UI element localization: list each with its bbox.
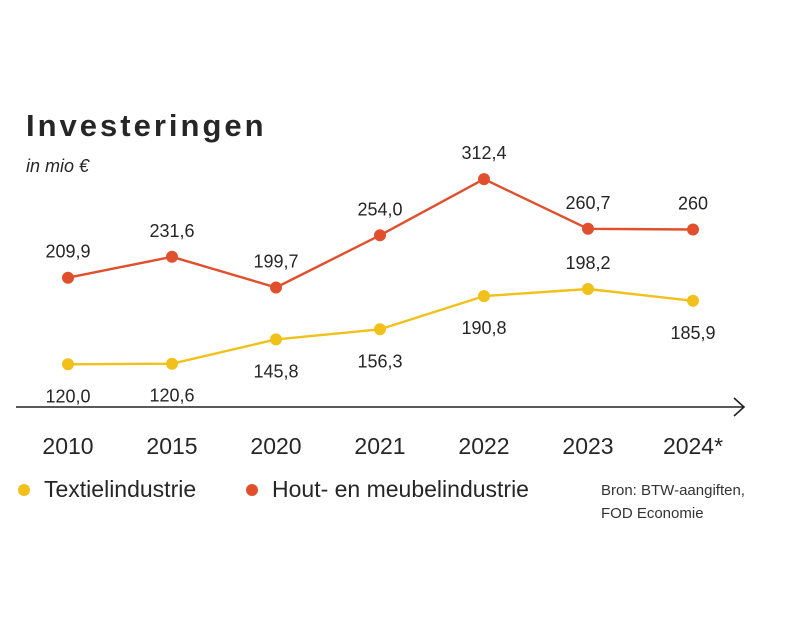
data-point-textiel-6 [687, 294, 699, 307]
data-label-textiel-5: 198,2 [565, 253, 610, 273]
legend-item-hout: Hout- en meubelindustrie [246, 476, 529, 503]
data-point-textiel-5 [582, 283, 594, 295]
x-tick-label-0: 2010 [42, 433, 93, 459]
data-label-hout-6: 260 [678, 194, 708, 214]
data-label-textiel-4: 190,8 [461, 318, 506, 338]
source-line-2: FOD Economie [601, 505, 704, 522]
data-label-hout-0: 209,9 [45, 242, 90, 262]
data-point-textiel-0 [62, 358, 74, 371]
chart-title: Investeringen [26, 108, 267, 143]
data-label-hout-1: 231,6 [149, 221, 194, 241]
data-point-hout-6 [687, 223, 699, 236]
data-point-hout-5 [582, 222, 594, 235]
legend-label-textiel: Textielindustrie [44, 476, 197, 502]
data-point-hout-2 [270, 281, 282, 294]
x-tick-label-2: 2020 [250, 433, 301, 459]
data-label-hout-2: 199,7 [253, 252, 298, 272]
legend-item-textiel: Textielindustrie [18, 476, 196, 503]
chart-unit-label: in mio € [26, 156, 90, 176]
legend-swatch-hout [246, 483, 258, 496]
data-point-hout-4 [478, 173, 490, 186]
data-point-textiel-3 [374, 323, 386, 336]
x-axis-arrowhead [733, 397, 746, 417]
source-line-1: Bron: BTW-aangiften, [601, 482, 745, 499]
x-tick-label-6: 2024* [663, 433, 723, 459]
data-label-hout-3: 254,0 [357, 199, 402, 219]
source-note: Bron: BTW-aangiften, FOD Economie [601, 479, 745, 525]
x-tick-label-5: 2023 [562, 433, 613, 459]
data-label-hout-4: 312,4 [461, 143, 506, 163]
data-label-textiel-1: 120,6 [149, 386, 194, 406]
x-tick-label-1: 2015 [146, 433, 197, 459]
data-point-hout-0 [62, 271, 74, 284]
data-point-textiel-2 [270, 333, 282, 346]
legend-label-hout: Hout- en meubelindustrie [272, 476, 529, 502]
data-point-textiel-4 [478, 290, 490, 303]
data-label-textiel-3: 156,3 [357, 351, 402, 371]
data-label-textiel-6: 185,9 [670, 323, 715, 343]
data-label-textiel-2: 145,8 [253, 361, 298, 381]
legend-swatch-textiel [18, 483, 30, 496]
data-label-textiel-0: 120,0 [45, 386, 90, 406]
data-label-hout-5: 260,7 [565, 193, 610, 213]
data-point-hout-1 [166, 250, 178, 263]
x-tick-label-4: 2022 [458, 433, 509, 459]
x-tick-label-3: 2021 [354, 433, 405, 459]
data-point-hout-3 [374, 229, 386, 242]
data-point-textiel-1 [166, 357, 178, 370]
